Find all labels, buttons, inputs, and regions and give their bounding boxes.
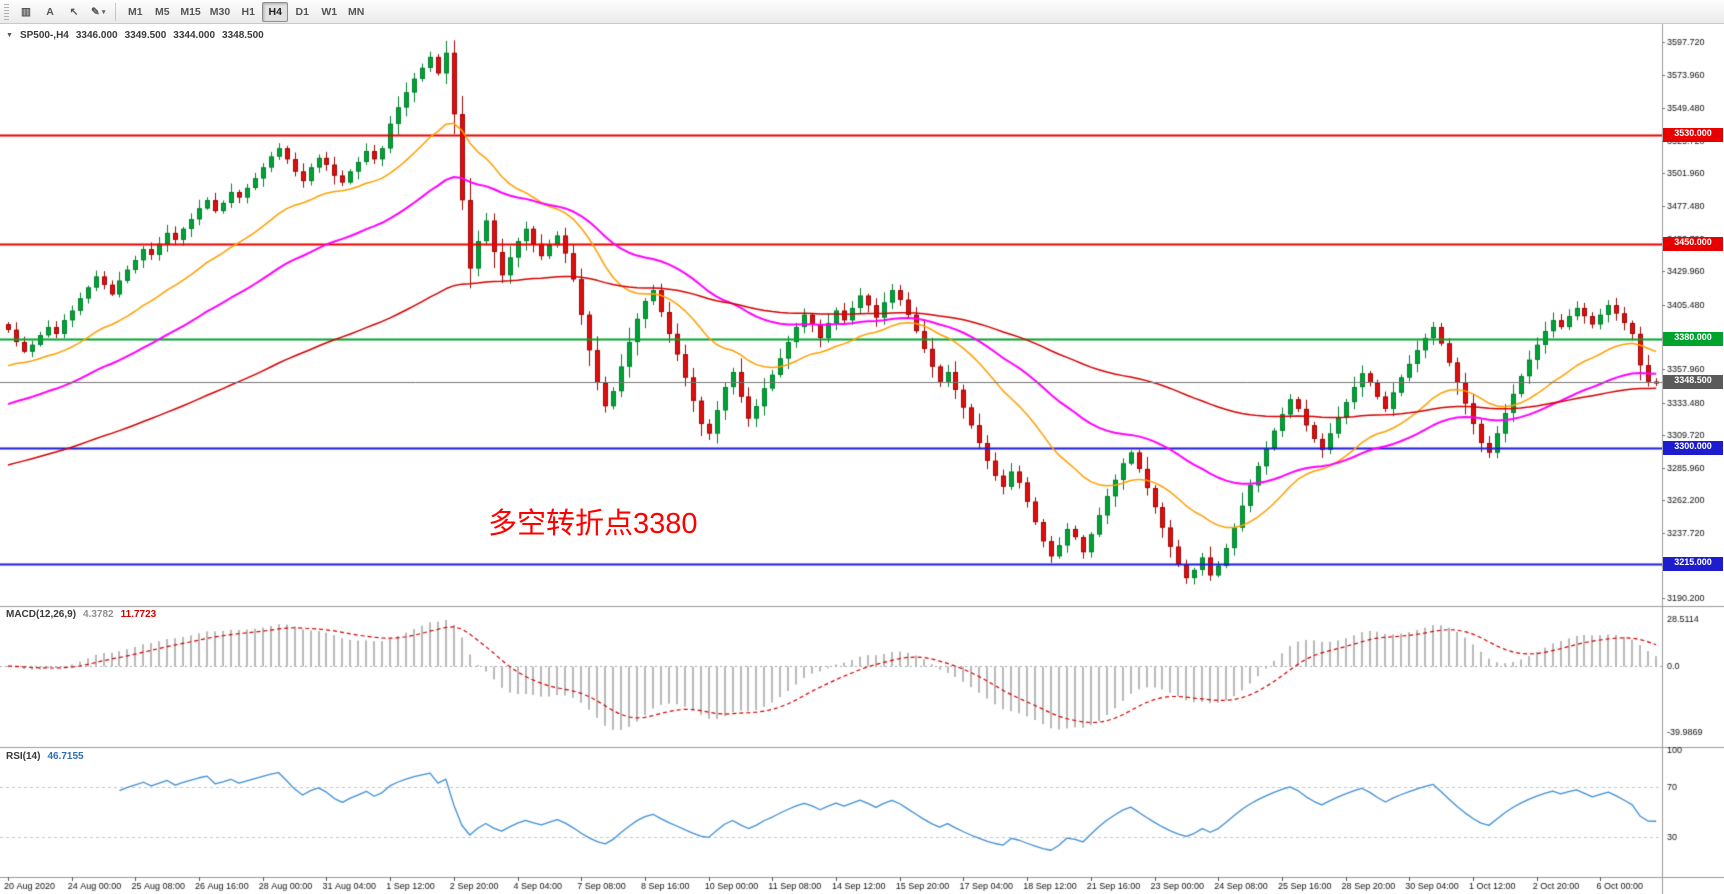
timeframe-button-w1[interactable]: W1 (316, 2, 342, 22)
line-studies-button[interactable]: ✎ ▾ (87, 2, 109, 22)
text-tool-button[interactable]: A (39, 2, 61, 22)
timeframe-button-m30[interactable]: M30 (206, 2, 234, 22)
symbol-ohlc-header: ▼ SP500-,H4 3346.000 3349.500 3344.000 3… (6, 30, 264, 41)
chart-menu-arrow-icon[interactable]: ▼ (6, 32, 13, 39)
cursor-icon: ↖ (69, 5, 79, 18)
price-tag-3300.000[interactable]: 3300.000 (1663, 441, 1723, 455)
chart-window-icon: ▥ (21, 5, 31, 18)
timeframe-group: M1 M5 M15 M30 H1 H4 D1 W1 MN (122, 1, 369, 22)
charts-toolbar: ▥ A ↖ ✎ ▾ M1 M5 M15 M30 H1 H4 D1 W1 MN (0, 0, 1724, 24)
timeframe-button-m5[interactable]: M5 (149, 2, 175, 22)
ohlc-open: 3346.000 (75, 30, 118, 41)
chevron-down-icon: ▾ (101, 8, 106, 16)
timeframe-button-d1[interactable]: D1 (289, 2, 315, 22)
pencil-icon: ✎ (91, 5, 100, 18)
toolbar-drag-handle[interactable] (4, 3, 9, 20)
price-tag-3450.000[interactable]: 3450.000 (1663, 237, 1723, 251)
rsi-pane-label: RSI(14) 46.7155 (6, 751, 91, 762)
rsi-value: 46.7155 (47, 751, 84, 762)
macd-value: 4.3782 (83, 609, 114, 620)
text-tool-icon: A (46, 5, 54, 18)
ohlc-close: 3348.500 (222, 30, 264, 41)
chart-annotation-text[interactable]: 多空转折点3380 (488, 508, 698, 540)
current-price-tag: 3348.500 (1663, 375, 1723, 389)
ohlc-high: 3349.500 (124, 30, 167, 41)
price-tag-3380.000[interactable]: 3380.000 (1663, 332, 1723, 346)
timeframe-button-mn[interactable]: MN (343, 2, 369, 22)
timeframe-button-h4[interactable]: H4 (262, 1, 289, 22)
price-tag-3530.000[interactable]: 3530.000 (1663, 128, 1723, 142)
timeframe-button-m15[interactable]: M15 (176, 2, 204, 22)
macd-name: MACD(12,26,9) (6, 609, 77, 620)
cursor-tool-button[interactable]: ↖ (63, 2, 85, 22)
chart-window-button[interactable]: ▥ (15, 2, 37, 22)
toolbar-separator (115, 2, 117, 21)
macd-pane-label: MACD(12,26,9) 4.3782 11.7723 (6, 609, 163, 620)
timeframe-button-h1[interactable]: H1 (235, 2, 261, 22)
ohlc-low: 3344.000 (173, 30, 216, 41)
price-tag-3215.000[interactable]: 3215.000 (1663, 557, 1723, 571)
timeframe-button-m1[interactable]: M1 (122, 2, 148, 22)
macd-signal-value: 11.7723 (120, 609, 157, 620)
symbol-name: SP500-,H4 (19, 30, 69, 41)
rsi-name: RSI(14) (6, 751, 41, 762)
